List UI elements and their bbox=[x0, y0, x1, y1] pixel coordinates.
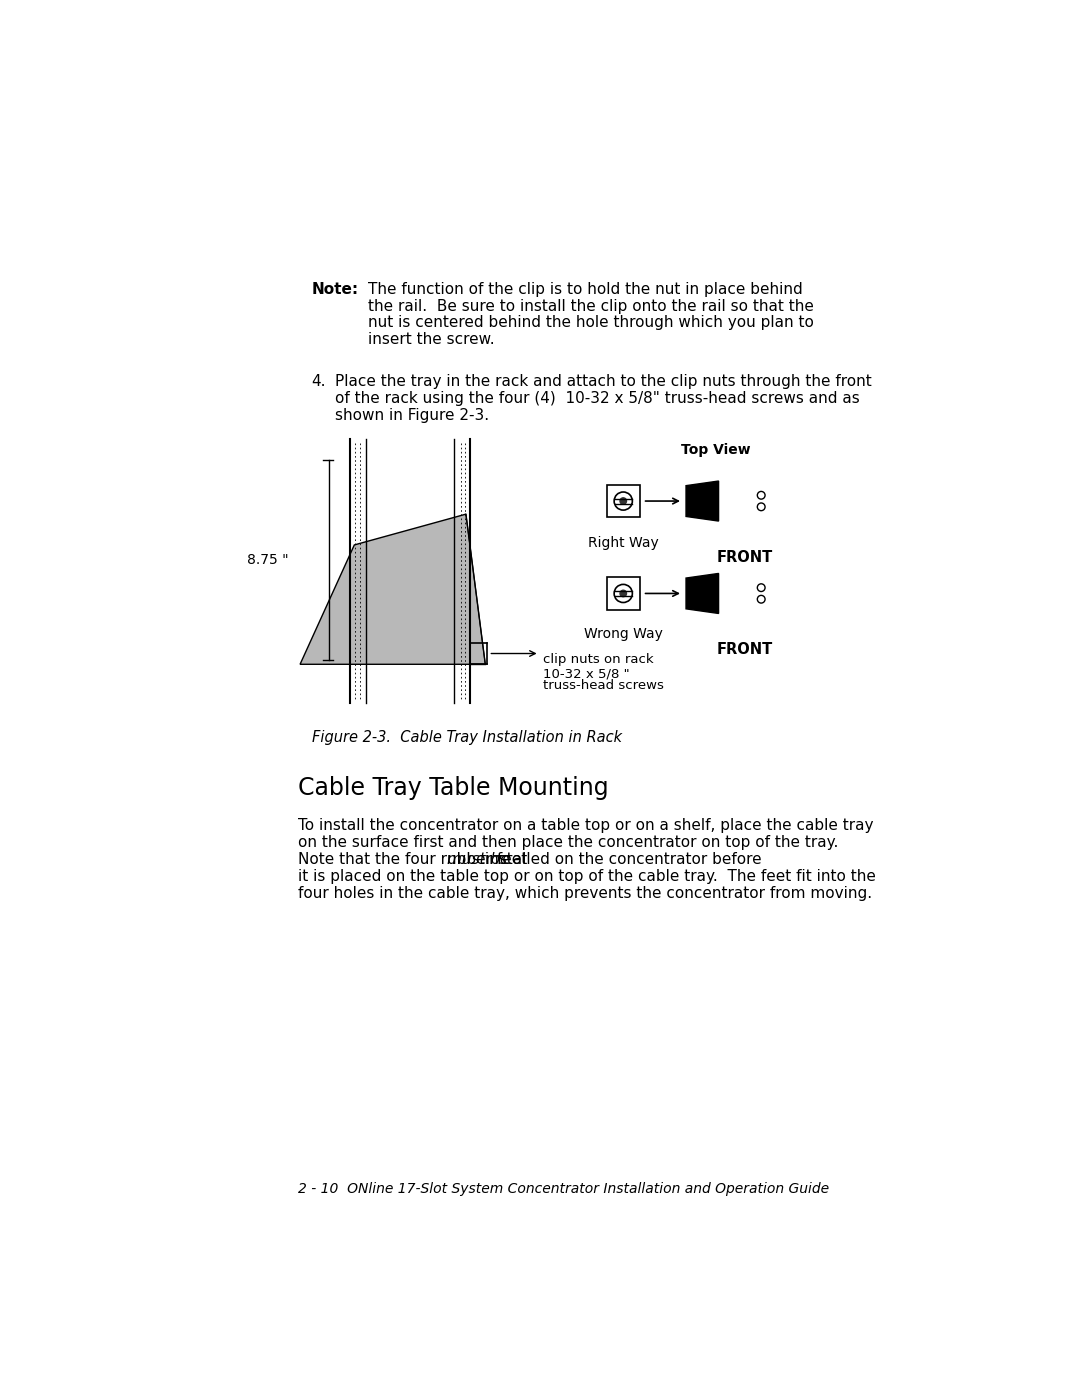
Bar bbox=[607, 485, 639, 517]
Circle shape bbox=[620, 497, 626, 504]
Text: Note that the four rubber feet: Note that the four rubber feet bbox=[298, 852, 531, 868]
Text: 2 - 10  ONline 17-Slot System Concentrator Installation and Operation Guide: 2 - 10 ONline 17-Slot System Concentrato… bbox=[298, 1182, 828, 1196]
Text: Cable Tray Table Mounting: Cable Tray Table Mounting bbox=[298, 775, 608, 800]
Text: insert the screw.: insert the screw. bbox=[367, 332, 495, 348]
Text: Note:: Note: bbox=[312, 282, 359, 296]
Text: of the rack using the four (4)  10-32 x 5/8" truss-head screws and as: of the rack using the four (4) 10-32 x 5… bbox=[335, 391, 860, 407]
Circle shape bbox=[757, 503, 765, 511]
Text: Place the tray in the rack and attach to the clip nuts through the front: Place the tray in the rack and attach to… bbox=[335, 374, 872, 388]
Text: Top View: Top View bbox=[681, 443, 751, 457]
Text: FRONT: FRONT bbox=[717, 643, 773, 657]
Text: the rail.  Be sure to install the clip onto the rail so that the: the rail. Be sure to install the clip on… bbox=[367, 299, 813, 313]
Circle shape bbox=[757, 595, 765, 604]
Text: four holes in the cable tray, which prevents the concentrator from moving.: four holes in the cable tray, which prev… bbox=[298, 886, 872, 901]
Text: The function of the clip is to hold the nut in place behind: The function of the clip is to hold the … bbox=[367, 282, 802, 296]
Bar bbox=[607, 577, 639, 609]
Text: nut is centered behind the hole through which you plan to: nut is centered behind the hole through … bbox=[367, 316, 813, 331]
Text: installed on the concentrator before: installed on the concentrator before bbox=[481, 852, 762, 868]
Text: Figure 2-3.  Cable Tray Installation in Rack: Figure 2-3. Cable Tray Installation in R… bbox=[312, 729, 622, 745]
Text: truss-head screws: truss-head screws bbox=[543, 679, 664, 693]
Polygon shape bbox=[686, 481, 718, 521]
Text: on the surface first and then place the concentrator on top of the tray.: on the surface first and then place the … bbox=[298, 835, 838, 851]
Text: FRONT: FRONT bbox=[717, 549, 773, 564]
Circle shape bbox=[757, 584, 765, 591]
Circle shape bbox=[757, 492, 765, 499]
Text: clip nuts on rack: clip nuts on rack bbox=[543, 654, 654, 666]
Text: shown in Figure 2-3.: shown in Figure 2-3. bbox=[335, 408, 489, 423]
Text: Wrong Way: Wrong Way bbox=[584, 627, 663, 641]
Circle shape bbox=[620, 590, 626, 597]
Text: Right Way: Right Way bbox=[588, 535, 659, 549]
Text: 4.: 4. bbox=[312, 374, 326, 388]
Text: 10-32 x 5/8 ": 10-32 x 5/8 " bbox=[543, 666, 630, 680]
Polygon shape bbox=[686, 573, 718, 613]
Text: must be: must be bbox=[447, 852, 509, 868]
Text: To install the concentrator on a table top or on a shelf, place the cable tray: To install the concentrator on a table t… bbox=[298, 819, 874, 833]
Text: 8.75 ": 8.75 " bbox=[247, 553, 288, 567]
Text: it is placed on the table top or on top of the cable tray.  The feet fit into th: it is placed on the table top or on top … bbox=[298, 869, 876, 884]
Polygon shape bbox=[300, 514, 485, 665]
